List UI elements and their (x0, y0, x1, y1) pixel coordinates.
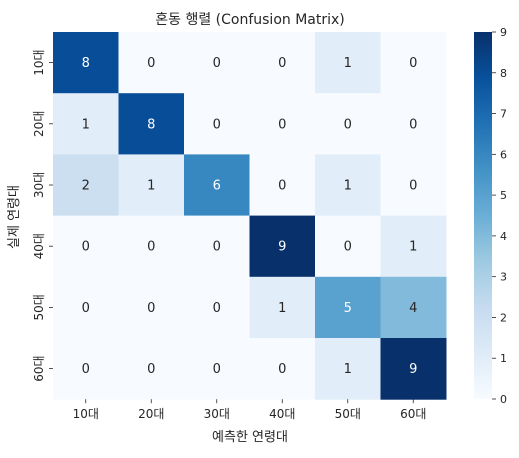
y-tick-label: 60대 (32, 355, 46, 381)
x-tick-labels: 10대 20대 30대 40대 50대 60대 (73, 399, 427, 421)
x-tick-label: 30대 (204, 407, 230, 421)
x-tick-label: 10대 (73, 407, 99, 421)
colorbar-tick-label: 6 (500, 148, 507, 161)
cell-value-label: 0 (147, 362, 155, 377)
cell-value-label: 9 (278, 240, 286, 255)
cell-value-label: 0 (82, 240, 90, 255)
cell-value-label: 1 (409, 240, 417, 255)
x-tick-label: 60대 (400, 407, 426, 421)
y-axis-label: 실제 연령대 (7, 185, 22, 249)
cell-value-label: 1 (278, 301, 286, 316)
cell-value-label: 4 (409, 301, 417, 316)
cell-value-label: 0 (213, 56, 221, 71)
cell-value-label: 8 (147, 117, 155, 132)
cell-value-label: 0 (147, 301, 155, 316)
y-tick-labels: 10대 20대 30대 40대 50대 60대 (32, 49, 53, 381)
cell-value-label: 0 (213, 240, 221, 255)
y-tick-label: 30대 (32, 172, 46, 198)
colorbar-tick-label: 0 (500, 393, 507, 406)
cell-value-label: 0 (344, 240, 352, 255)
cell-value-label: 0 (409, 179, 417, 194)
cell-value-label: 0 (213, 301, 221, 316)
cell-value-label: 5 (344, 301, 352, 316)
colorbar-tick-label: 3 (500, 271, 507, 284)
cell-value-label: 0 (278, 56, 286, 71)
chart-title: 혼동 행렬 (Confusion Matrix) (155, 12, 345, 28)
cell-value-label: 0 (213, 362, 221, 377)
cell-value-label: 6 (213, 179, 221, 194)
x-tick-label: 50대 (335, 407, 361, 421)
cell-value-label: 9 (409, 362, 417, 377)
cell-value-label: 1 (82, 117, 90, 132)
colorbar-tick-label: 8 (500, 67, 507, 80)
colorbar-tick-label: 9 (500, 26, 507, 39)
colorbar-tick-label: 1 (500, 352, 507, 365)
cell-value-label: 0 (82, 362, 90, 377)
cell-value-label: 0 (278, 117, 286, 132)
y-tick-label: 40대 (32, 233, 46, 259)
cell-value-label: 0 (278, 362, 286, 377)
y-tick-label: 20대 (32, 111, 46, 137)
cell-value-label: 0 (147, 240, 155, 255)
cell-value-label: 1 (147, 179, 155, 194)
x-tick-label: 40대 (269, 407, 295, 421)
cell-value-label: 0 (82, 301, 90, 316)
cell-value-label: 1 (344, 179, 352, 194)
cell-value-label: 0 (147, 56, 155, 71)
colorbar-tick-label: 4 (500, 230, 507, 243)
colorbar-tick-label: 2 (500, 311, 507, 324)
cell-value-label: 8 (82, 56, 90, 71)
colorbar-tick-label: 7 (500, 108, 507, 121)
x-tick-label: 20대 (138, 407, 164, 421)
y-tick-label: 10대 (32, 49, 46, 75)
y-tick-label: 50대 (32, 294, 46, 320)
cell-value-label: 2 (82, 179, 90, 194)
colorbar-tick-label: 5 (500, 189, 507, 202)
colorbar: 0 1 2 3 4 5 6 7 8 9 (474, 26, 507, 406)
cell-value-label: 0 (344, 117, 352, 132)
cell-value-label: 1 (344, 362, 352, 377)
cell-value-label: 0 (409, 56, 417, 71)
cell-value-label: 1 (344, 56, 352, 71)
heatmap-cells: 8 0 0 0 1 0 1 8 0 0 0 0 2 1 6 0 1 0 0 0 0 9 0 1 0 0 0 1 5 4 0 0 0 0 1 9 (53, 32, 447, 400)
cell-value-label: 0 (409, 117, 417, 132)
colorbar-gradient (474, 32, 492, 399)
cell-value-label: 0 (213, 117, 221, 132)
cell-value-label: 0 (278, 179, 286, 194)
x-axis-label: 예측한 연령대 (212, 430, 288, 445)
